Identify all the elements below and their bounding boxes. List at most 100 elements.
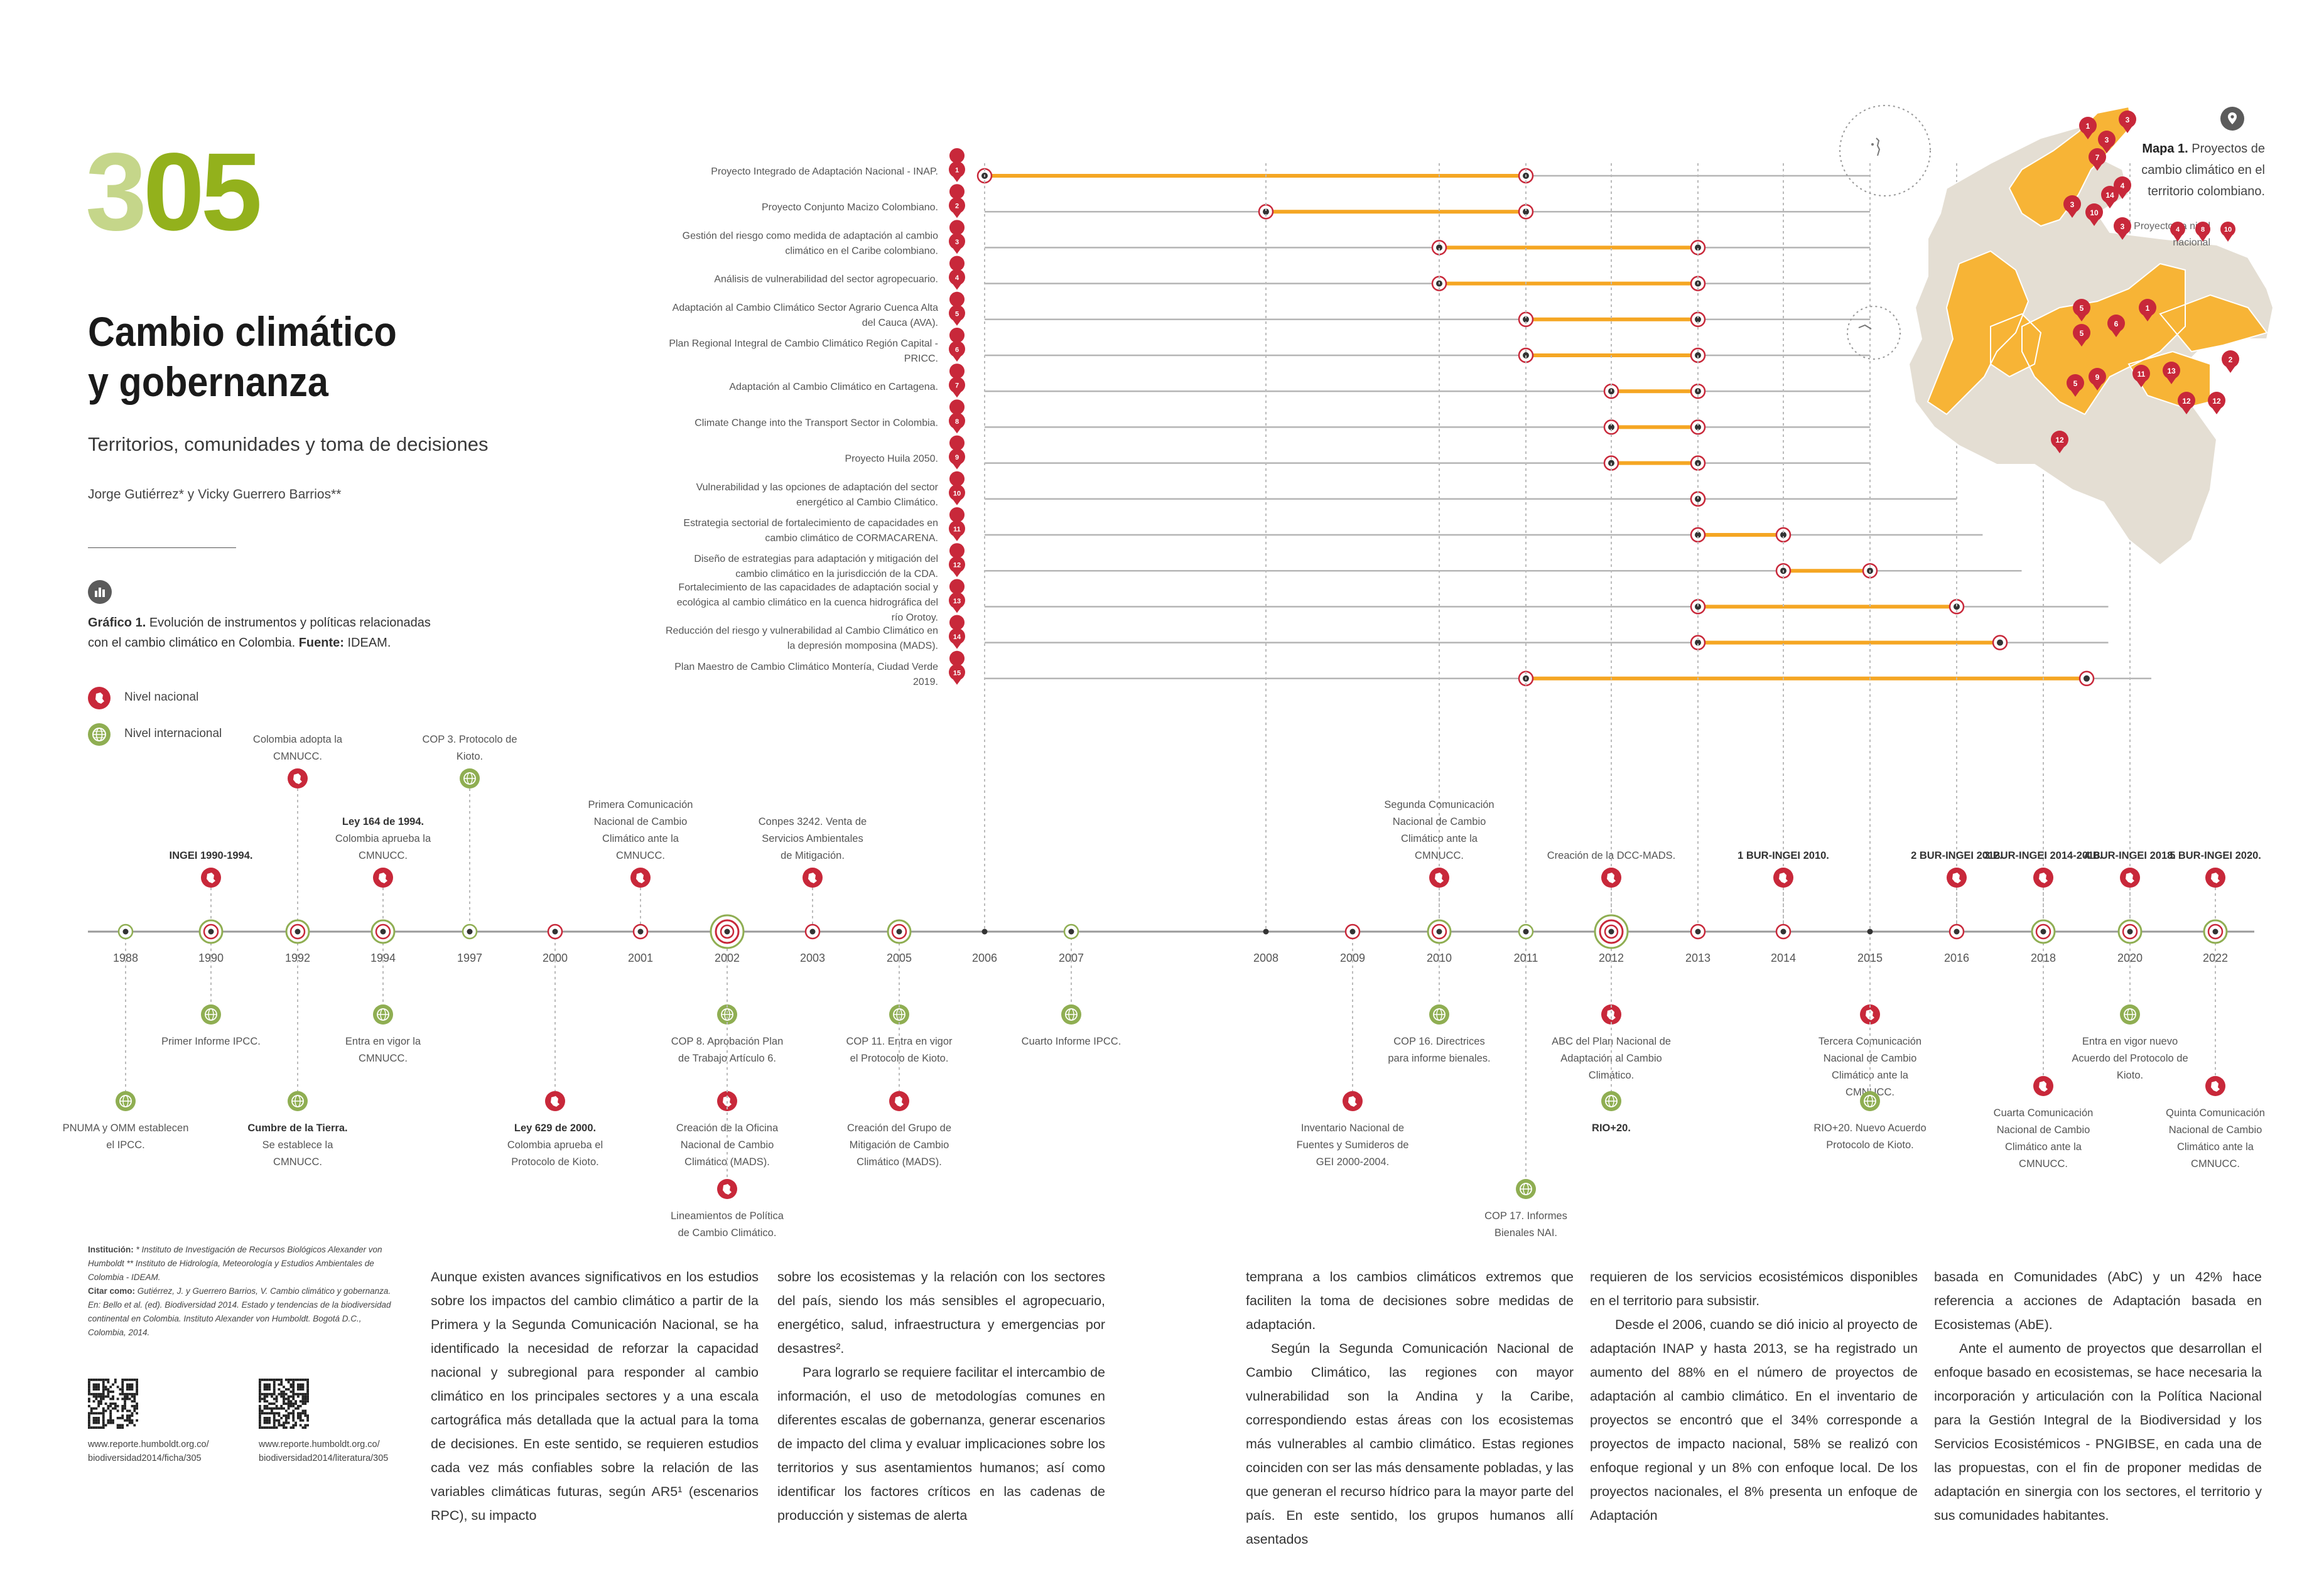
- project-endpoint: [1690, 240, 1706, 256]
- event-icon: [2120, 1004, 2140, 1025]
- map-marker: 12: [2051, 431, 2068, 453]
- project-endpoint: [1775, 527, 1792, 543]
- project-number: 1: [955, 167, 959, 175]
- qr-code-literatura[interactable]: [259, 1379, 309, 1429]
- project-endpoint: [1258, 203, 1274, 220]
- body-column-4: requieren de los servicios ecosistémicos…: [1590, 1269, 1918, 1523]
- project-pin: 14: [949, 615, 965, 649]
- year-label: 1997: [457, 952, 482, 964]
- project-row: 11 Estrategia sectorial de fortalecimient…: [683, 507, 1983, 544]
- project-pin: 7: [949, 363, 965, 398]
- event-icon: [1429, 1004, 1449, 1025]
- project-pin: 1: [949, 148, 965, 182]
- event-label: Cuarto Informe IPCC.: [1022, 1036, 1121, 1047]
- url-literatura[interactable]: www.reporte.humboldt.org.co/biodiversida…: [259, 1439, 389, 1463]
- axis-marker: [117, 923, 134, 940]
- qr-code-ficha[interactable]: [88, 1379, 138, 1429]
- axis-marker: [198, 919, 224, 944]
- event-label: 5 BUR-INGEI 2020.: [2170, 850, 2261, 861]
- year-label: 2002: [715, 952, 740, 964]
- event-icon: [288, 1091, 308, 1111]
- map-marker-number: 5: [2080, 304, 2084, 313]
- axis-marker: [710, 914, 745, 949]
- year-label: 2007: [1059, 952, 1084, 964]
- project-row: 1 Proyecto Integrado de Adaptación Nacion…: [711, 148, 1870, 184]
- year-label: 2003: [800, 952, 825, 964]
- project-pin: 13: [949, 579, 965, 613]
- project-name: Proyecto Conjunto Macizo Colombiano.: [762, 202, 938, 213]
- event-label: 4 BUR-INGEI 2018.: [2084, 850, 2176, 861]
- event-label: Ley 629 de 2000. Colombia aprueba el Proto…: [507, 1122, 603, 1168]
- body-column-3: temprana a los cambios climáticos extrem…: [1246, 1269, 1574, 1547]
- event-icon: [1947, 868, 1967, 888]
- map-marker-number: 12: [2212, 397, 2221, 406]
- project-endpoint: [2078, 670, 2095, 687]
- axis-marker: [2117, 919, 2143, 944]
- project-endpoint: [1690, 419, 1706, 435]
- event-icon: [1061, 1004, 1081, 1025]
- event-label: Entra en vigor nuevo Acuerdo del Protocol…: [2072, 1036, 2188, 1081]
- event-icon: [1860, 1091, 1880, 1111]
- event-icon: [288, 768, 308, 788]
- event-label: Inventario Nacional de Fuentes y Sumidero…: [1297, 1122, 1409, 1168]
- map-marker: 1: [2079, 117, 2097, 139]
- event-icon: [460, 768, 480, 788]
- project-number: 2: [955, 203, 959, 210]
- axis-marker: [1867, 928, 1873, 935]
- map-marker-number: 3: [2126, 116, 2130, 124]
- event-label: Primer Informe IPCC.: [161, 1036, 261, 1047]
- map-marker: 5: [2073, 299, 2090, 321]
- url-ficha[interactable]: www.reporte.humboldt.org.co/biodiversida…: [88, 1439, 209, 1463]
- map-marker: 2: [2222, 350, 2239, 373]
- event-icon: [2033, 1076, 2053, 1096]
- event-icon: [717, 1004, 737, 1025]
- map-marker-number: 5: [2073, 379, 2078, 388]
- year-label: 2014: [1771, 952, 1796, 964]
- event-icon: [201, 1004, 221, 1025]
- project-name: Adaptación al Cambio Climático Sector Ag…: [673, 303, 938, 328]
- map-marker-number: 9: [2095, 373, 2100, 382]
- project-endpoint: [1431, 240, 1447, 256]
- event-label: Cumbre de la Tierra. Se establece la CMNUC…: [247, 1122, 347, 1168]
- project-endpoint: [1518, 311, 1534, 328]
- body-column-5: basada en Comunidades (AbC) y un 42% hac…: [1934, 1269, 2262, 1523]
- project-number: 9: [955, 454, 959, 461]
- event-label: Quinta Comunicación Nacional de Cambio Cli…: [2166, 1107, 2265, 1170]
- event-icon: [630, 868, 651, 888]
- divider: [88, 547, 236, 548]
- project-pin: 12: [949, 543, 965, 578]
- event-icon: [545, 1091, 565, 1111]
- map-marker: 12: [2208, 392, 2225, 414]
- year-label: 2013: [1685, 952, 1711, 964]
- event-icon: [1516, 1179, 1536, 1199]
- svg-text:8: 8: [2201, 226, 2205, 234]
- axis-marker: [1690, 923, 1706, 940]
- project-row: 5 Adaptación al Cambio Climático Sector A…: [673, 291, 1870, 328]
- year-label: 2022: [2203, 952, 2228, 964]
- map-marker-number: 3: [2105, 136, 2109, 144]
- body-column-2: sobre los ecosistemas y la relación con …: [777, 1269, 1105, 1523]
- project-number: 4: [955, 274, 959, 282]
- map-marker: 3: [2098, 131, 2116, 153]
- map-legend-pins: 4 8 10: [2170, 222, 2235, 242]
- year-label: 1992: [285, 952, 310, 964]
- project-pin: 9: [949, 435, 965, 470]
- project-number: 11: [953, 526, 961, 534]
- map-marker-number: 3: [2121, 222, 2125, 231]
- map-marker-number: 1: [2086, 122, 2090, 131]
- svg-text:10: 10: [2224, 226, 2232, 234]
- island-inset-2: [1847, 306, 1901, 360]
- event-icon: [116, 1091, 136, 1111]
- map-marker: 1: [2139, 299, 2156, 321]
- event-icon: [1601, 1091, 1621, 1111]
- axis-marker: [1948, 923, 1965, 940]
- project-number: 15: [953, 669, 961, 677]
- project-row: 8 Climate Change into the Transport Secto…: [694, 399, 1870, 435]
- map-marker-number: 10: [2090, 208, 2099, 217]
- axis-marker: [1594, 914, 1629, 949]
- map-marker: 4: [2114, 176, 2131, 199]
- timeline-chart: 1 Proyecto Integrado de Adaptación Nacion…: [63, 148, 2265, 1239]
- year-label: 2012: [1599, 952, 1624, 964]
- axis-marker: [462, 923, 478, 940]
